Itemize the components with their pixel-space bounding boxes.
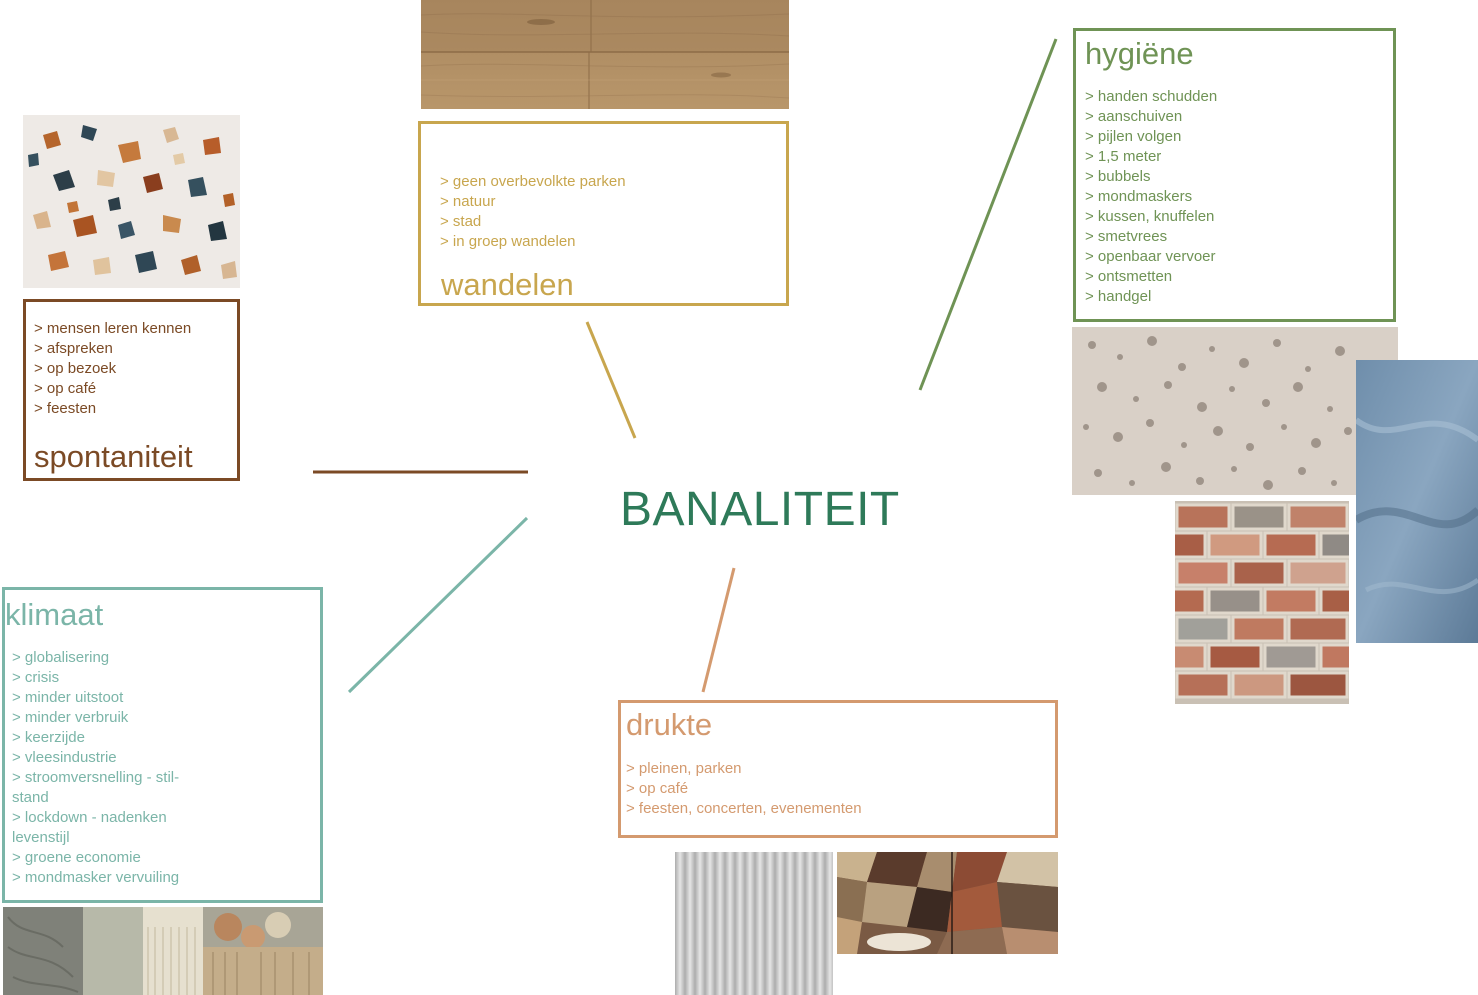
connector-wandelen [585,321,637,439]
list-item: > op café [34,380,97,397]
list-item: > groene economie [12,849,141,866]
list-item: > geen overbevolkte parken [440,173,626,190]
list-item: levenstijl [12,829,70,846]
spontaniteit-list: > mensen leren kennen > afspreken > op b… [34,319,191,419]
list-item: > 1,5 meter [1085,148,1162,165]
drukte-box: drukte > pleinen, parken > op café > fee… [618,700,1058,838]
klimaat-box: klimaat > globalisering > crisis > minde… [2,587,323,903]
klimaat-list: > globalisering > crisis > minder uitsto… [12,648,212,888]
connector-hygiene [918,38,1058,391]
stone-mosaic-texture-image [837,852,1058,954]
list-item: > openbaar vervoer [1085,248,1216,265]
list-item: > keerzijde [12,729,85,746]
hygiene-list: > handen schudden > aanschuiven > pijlen… [1085,87,1217,307]
wandelen-box: > geen overbevolkte parken > natuur > st… [418,121,789,306]
klimaat-title: klimaat [5,597,104,632]
list-item: > lockdown - nadenken [12,809,167,826]
list-item: > pijlen volgen [1085,128,1182,145]
wood-texture-image [421,0,789,109]
connector-klimaat [347,516,529,694]
list-item: > handgel [1085,288,1152,305]
list-item: > globalisering [12,649,110,666]
list-item: > mondmasker vervuiling [12,869,180,886]
hygiene-title: hygiëne [1085,36,1194,71]
center-title: BANALITEIT [620,483,900,536]
drukte-title: drukte [626,707,713,742]
list-item: > ontsmetten [1085,268,1173,285]
hygiene-box: hygiëne > handen schudden > aanschuiven … [1073,28,1396,322]
list-item: > minder uitstoot [12,689,124,706]
corrugated-metal-texture-image [675,852,833,995]
yarn-texture-image [3,907,323,995]
connector-drukte [701,567,736,693]
list-item: > bubbels [1085,168,1151,185]
plastic-texture-image [1356,360,1478,643]
list-item: > op café [626,780,689,797]
spontaniteit-title: spontaniteit [34,439,193,474]
list-item: > feesten [34,400,97,417]
list-item: > op bezoek [34,360,117,377]
wandelen-title: wandelen [441,267,574,302]
list-item: stand [12,789,49,806]
list-item: > mensen leren kennen [34,320,192,337]
list-item: > aanschuiven [1085,108,1183,125]
list-item: > smetvrees [1085,228,1168,245]
list-item: > stad [440,213,482,230]
list-item: > natuur [440,193,496,210]
list-item: > minder verbruik [12,709,129,726]
foam-texture-image [1072,327,1398,495]
list-item: > handen schudden [1085,88,1218,105]
list-item: > stroomversnelling - stil- [12,769,180,786]
list-item: > crisis [12,669,60,686]
wandelen-list: > geen overbevolkte parken > natuur > st… [440,172,626,252]
list-item: > afspreken [34,340,113,357]
terrazzo-texture-image [23,115,240,288]
list-item: > mondmaskers [1085,188,1193,205]
drukte-list: > pleinen, parken > op café > feesten, c… [626,759,862,819]
list-item: > vleesindustrie [12,749,117,766]
list-item: > feesten, concerten, evenementen [626,800,862,817]
brick-texture-image [1175,501,1349,704]
list-item: > in groep wandelen [440,233,576,250]
list-item: > kussen, knuffelen [1085,208,1215,225]
spontaniteit-box: > mensen leren kennen > afspreken > op b… [23,299,240,481]
list-item: > pleinen, parken [626,760,742,777]
